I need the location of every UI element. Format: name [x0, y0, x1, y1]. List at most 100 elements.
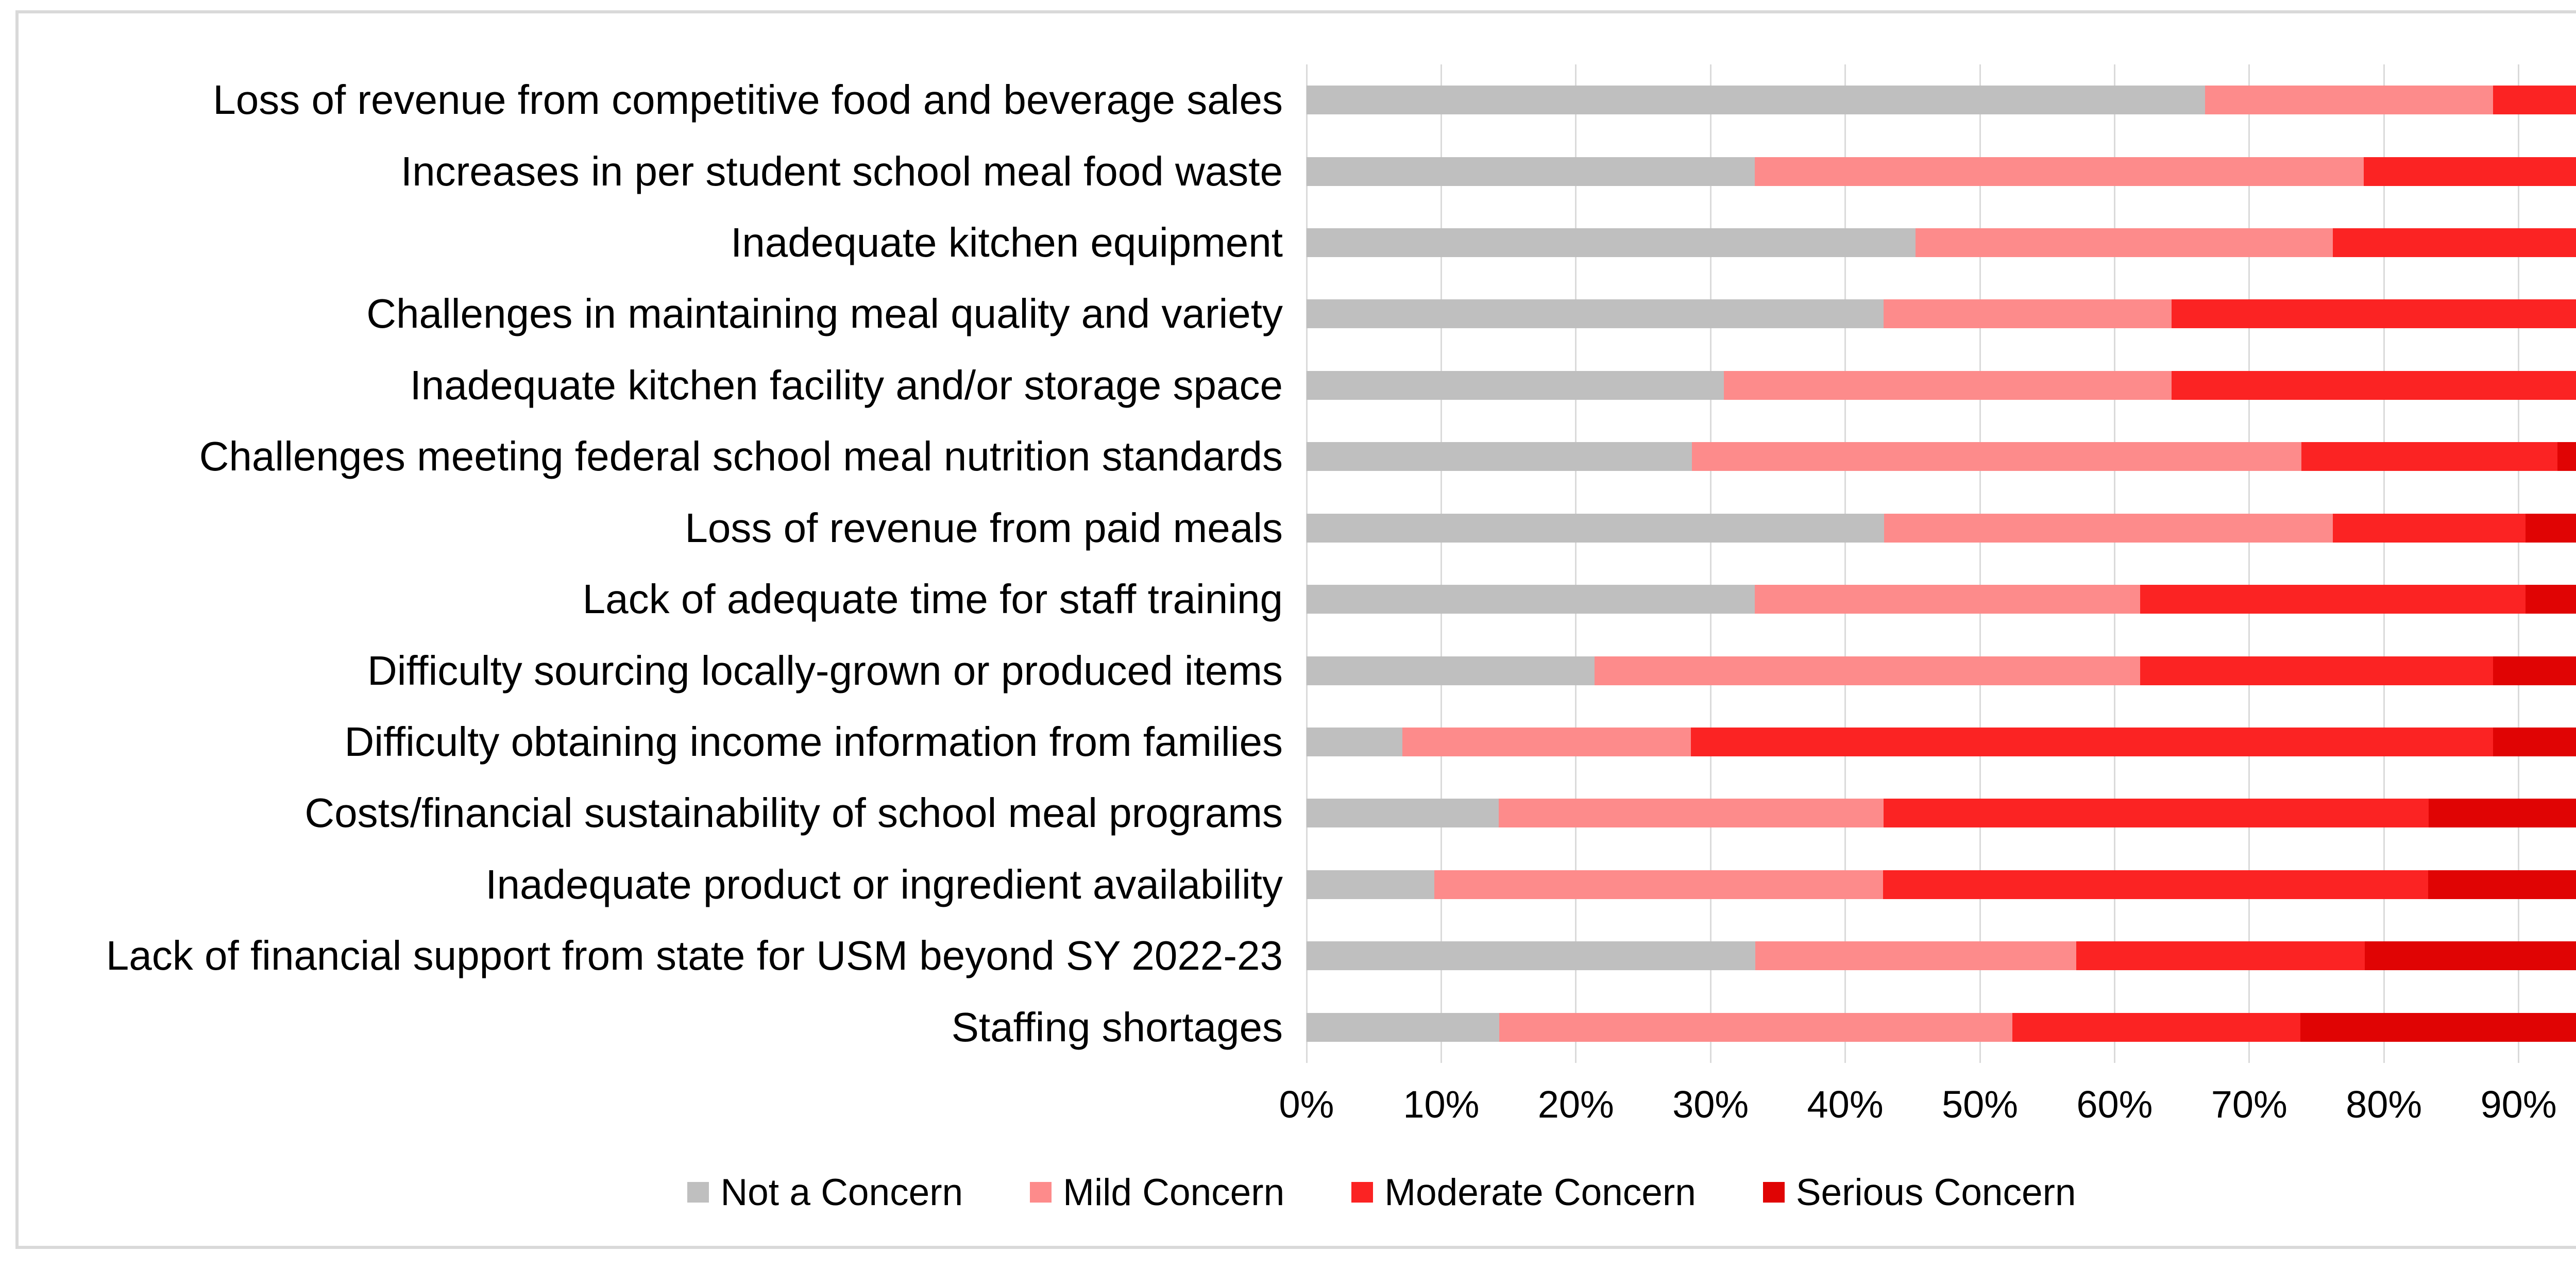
bar-segment-not-a-concern	[1307, 728, 1402, 756]
stacked-bar	[1307, 728, 2576, 756]
bar-segment-moderate-concern	[2012, 1012, 2301, 1042]
legend-item-mild-concern: Mild Concern	[1030, 1174, 1284, 1211]
bar-segment-mild-concern	[1755, 157, 2364, 186]
bar-segment-mild-concern	[1595, 656, 2141, 685]
chart-frame: Loss of revenue from competitive food an…	[15, 10, 2576, 1249]
bar-segment-moderate-concern	[2076, 941, 2365, 971]
gridline-30%	[1709, 64, 1711, 1063]
x-tick-label: 60%	[2076, 1083, 2153, 1126]
bar-row	[1307, 920, 2576, 991]
x-tick-label: 0%	[1279, 1083, 1334, 1126]
stacked-bar	[1307, 870, 2576, 899]
bar-segment-not-a-concern	[1307, 870, 1435, 899]
gridline-20%	[1575, 64, 1577, 1063]
bar-segment-moderate-concern	[2172, 299, 2576, 329]
bar-segment-moderate-concern	[2332, 228, 2576, 258]
legend-item-serious-concern: Serious Concern	[1762, 1174, 2076, 1211]
legend-swatch-icon	[1351, 1182, 1374, 1203]
bar-segment-moderate-concern	[2332, 513, 2526, 543]
bar-segment-not-a-concern	[1307, 370, 1724, 400]
bar-segment-not-a-concern	[1307, 941, 1756, 971]
bar-segment-not-a-concern	[1307, 299, 1884, 329]
bar-row	[1307, 777, 2576, 849]
bar-segment-mild-concern	[1884, 299, 2172, 329]
bar-segment-not-a-concern	[1307, 86, 2205, 115]
bar-segment-moderate-concern	[2140, 656, 2493, 685]
gridline-40%	[1844, 64, 1846, 1063]
category-label: Difficulty sourcing locally-grown or pro…	[367, 647, 1283, 694]
bar-segment-serious-concern	[2428, 799, 2576, 828]
legend-item-moderate-concern: Moderate Concern	[1351, 1174, 1696, 1211]
stacked-bar	[1307, 941, 2576, 971]
x-tick-label: 90%	[2480, 1083, 2557, 1126]
category-label: Challenges meeting federal school meal n…	[199, 433, 1283, 480]
bar-segment-not-a-concern	[1307, 1012, 1499, 1042]
stacked-bar	[1307, 799, 2576, 828]
legend-label: Mild Concern	[1063, 1171, 1285, 1213]
stacked-bar	[1307, 1012, 2576, 1042]
bar-segment-mild-concern	[1723, 370, 2172, 400]
bar-segment-mild-concern	[1402, 728, 1691, 756]
stacked-bar	[1307, 585, 2576, 614]
bar-segment-mild-concern	[1499, 1012, 2012, 1042]
bar-segment-mild-concern	[2205, 86, 2493, 115]
bar-segment-serious-concern	[2365, 941, 2576, 971]
bar-segment-serious-concern	[2493, 728, 2576, 756]
stacked-bar	[1307, 228, 2576, 258]
bar-row	[1307, 493, 2576, 564]
x-tick-label: 50%	[1941, 1083, 2019, 1126]
x-tick-label: 40%	[1807, 1083, 1884, 1126]
bar-segment-moderate-concern	[2363, 157, 2576, 186]
category-label: Inadequate product or ingredient availab…	[485, 861, 1283, 907]
bar-row	[1307, 350, 2576, 421]
bar-segment-not-a-concern	[1307, 442, 1692, 471]
category-label: Inadequate kitchen facility and/or stora…	[410, 362, 1283, 408]
stacked-bar	[1307, 370, 2576, 400]
bar-row	[1307, 706, 2576, 777]
bar-row	[1307, 136, 2576, 207]
category-label: Loss of revenue from competitive food an…	[213, 77, 1283, 123]
category-label: Lack of adequate time for staff training	[582, 576, 1283, 622]
legend-swatch-icon	[687, 1182, 709, 1203]
bar-segment-not-a-concern	[1307, 585, 1755, 614]
bar-segment-moderate-concern	[2140, 585, 2526, 614]
stacked-bar	[1307, 157, 2576, 186]
category-label: Difficulty obtaining income information …	[344, 719, 1283, 765]
bar-segment-moderate-concern	[2301, 442, 2558, 471]
category-label: Challenges in maintaining meal quality a…	[366, 291, 1283, 337]
bar-segment-mild-concern	[1755, 941, 2077, 971]
bar-row	[1307, 64, 2576, 136]
bar-segment-mild-concern	[1884, 513, 2333, 543]
bar-segment-not-a-concern	[1307, 228, 1916, 258]
bar-segment-mild-concern	[1692, 442, 2302, 471]
bar-row	[1307, 849, 2576, 920]
category-label: Staffing shortages	[951, 1004, 1283, 1050]
bar-segment-serious-concern	[2300, 1012, 2576, 1042]
gridline-80%	[2383, 64, 2385, 1063]
x-tick-label: 80%	[2346, 1083, 2422, 1126]
bar-row	[1307, 207, 2576, 278]
bar-segment-moderate-concern	[2493, 86, 2576, 115]
bar-row	[1307, 278, 2576, 349]
gridline-60%	[2113, 64, 2115, 1063]
bar-segment-mild-concern	[1499, 799, 1884, 828]
bar-segment-mild-concern	[1434, 870, 1883, 899]
x-axis: 0%10%20%30%40%50%60%70%80%90%100%	[19, 1081, 2576, 1128]
stacked-bar	[1307, 442, 2576, 471]
category-label: Loss of revenue from paid meals	[685, 504, 1283, 551]
bar-segment-serious-concern	[2428, 870, 2576, 899]
bar-segment-serious-concern	[2525, 513, 2576, 543]
bar-row	[1307, 991, 2576, 1062]
stacked-bar	[1307, 86, 2576, 115]
stacked-bar	[1307, 513, 2576, 543]
x-tick-label: 70%	[2211, 1083, 2287, 1126]
bar-segment-moderate-concern	[1884, 799, 2429, 828]
bar-segment-mild-concern	[1915, 228, 2333, 258]
x-tick-label: 20%	[1537, 1083, 1614, 1126]
category-label: Inadequate kitchen equipment	[731, 219, 1283, 266]
bar-segment-serious-concern	[2557, 442, 2576, 471]
bar-segment-not-a-concern	[1307, 799, 1499, 828]
category-label: Lack of financial support from state for…	[106, 933, 1283, 979]
bar-segment-mild-concern	[1755, 585, 2141, 614]
